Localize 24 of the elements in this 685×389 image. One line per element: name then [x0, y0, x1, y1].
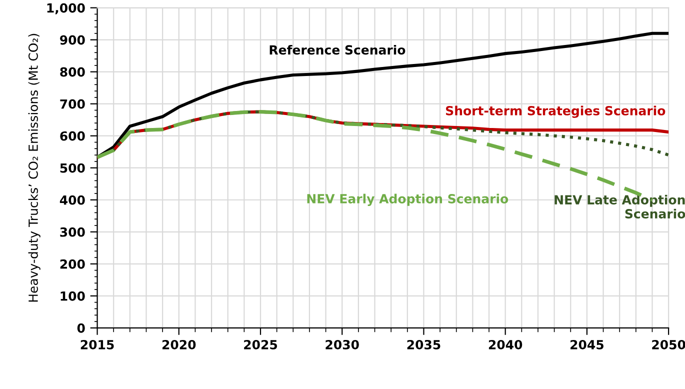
series-label: Reference Scenario	[270, 44, 406, 55]
x-tick-label: 2020	[162, 340, 196, 350]
y-axis-title: Heavy-duty Trucks’ CO₂ Emissions (Mt CO₂)	[28, 34, 40, 302]
y-tick-label: 500	[60, 163, 85, 173]
x-tick-label: 2045	[570, 340, 604, 350]
y-tick-label: 900	[60, 35, 85, 45]
series-label: Short-term Strategies Scenario	[446, 106, 666, 118]
text: NEV Late Adoption Scenario	[554, 194, 685, 218]
y-tick-label: 400	[60, 195, 85, 205]
y-tick-label: 600	[60, 131, 85, 141]
y-tick-label: 1,000	[47, 3, 85, 14]
x-tick-label: 2040	[488, 340, 522, 350]
x-tick-label: 2050	[652, 340, 685, 350]
x-tick-label: 2015	[80, 340, 114, 350]
y-tick-label: 800	[60, 67, 85, 77]
x-tick-label: 2035	[407, 340, 440, 350]
x-tick-label: 2030	[326, 340, 359, 350]
y-tick-label: 700	[60, 99, 85, 109]
y-tick-label: 300	[60, 227, 85, 237]
x-tick-label: 2025	[244, 340, 278, 350]
y-tick-label: 200	[60, 259, 85, 269]
y-tick-label: 100	[60, 291, 85, 301]
text: NEV Early Adoption Scenario	[307, 194, 508, 206]
y-tick-label: 0	[77, 323, 85, 333]
